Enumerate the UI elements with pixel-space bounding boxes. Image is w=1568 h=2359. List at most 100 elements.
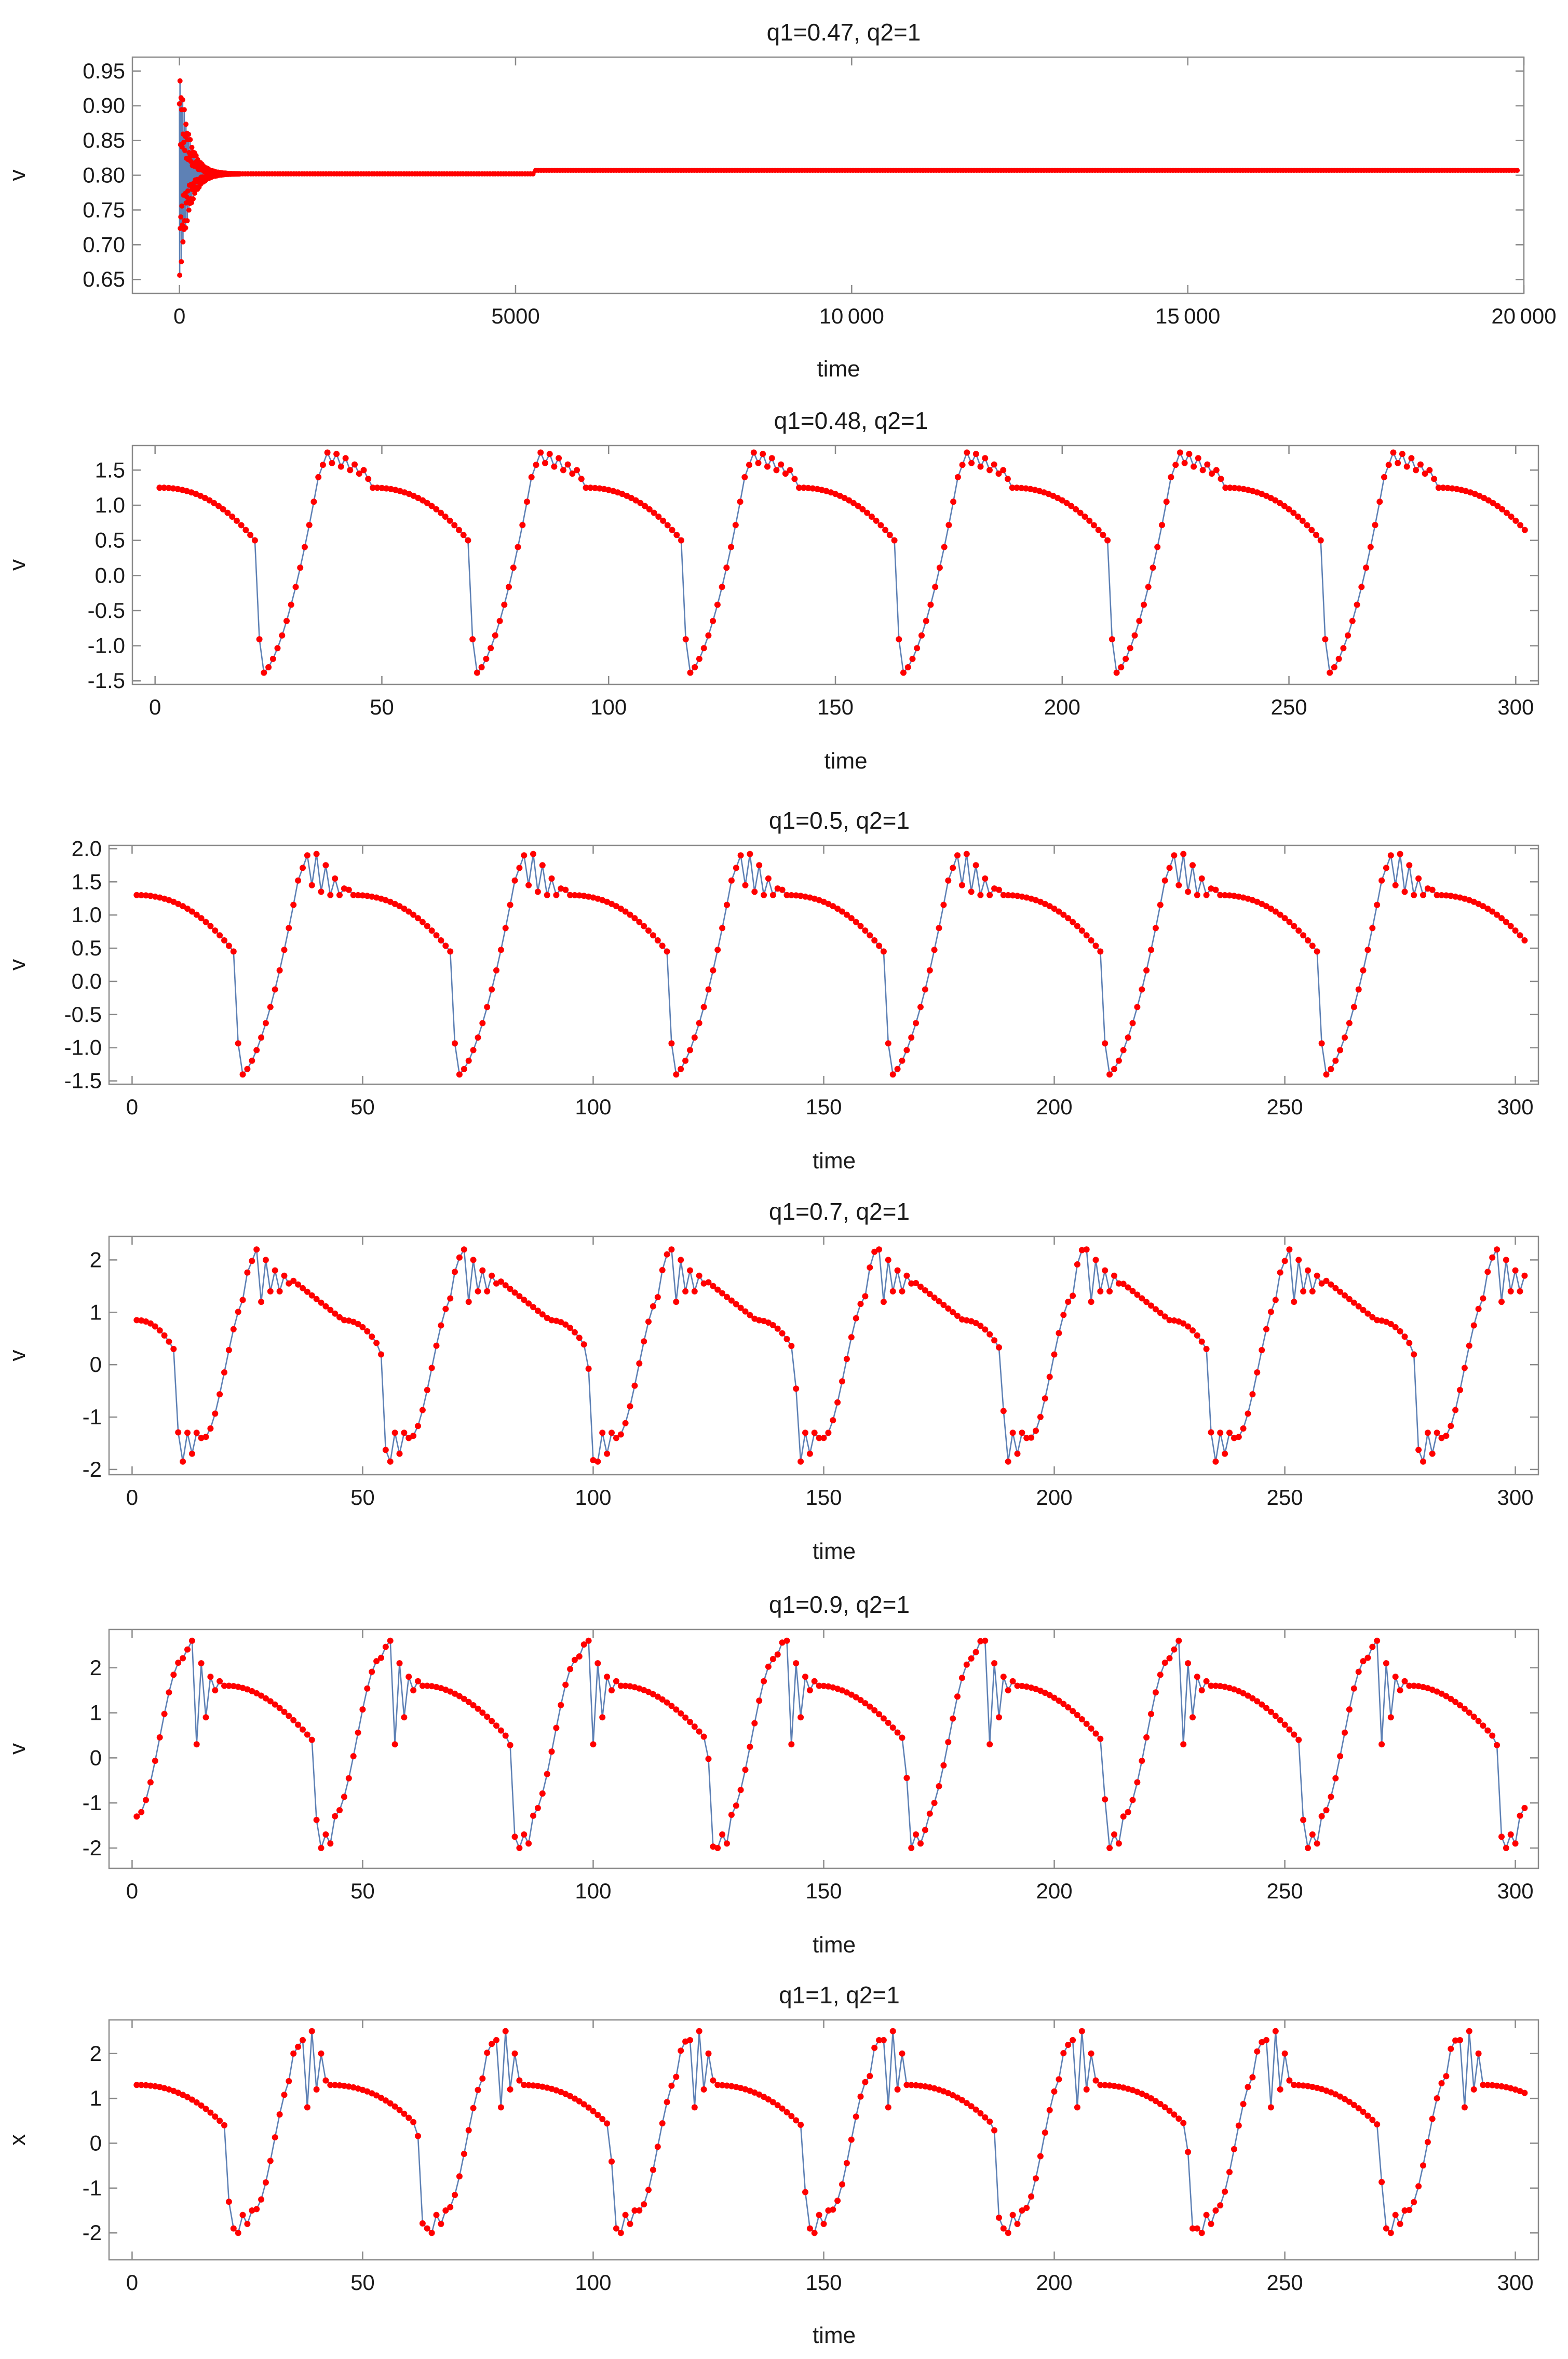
data-point [909,655,916,662]
data-point [212,1687,219,1694]
data-point [571,892,578,898]
data-point [511,1289,518,1296]
data-point [310,498,317,505]
data-point [1171,2111,1178,2118]
data-point [859,506,866,513]
data-point [184,906,191,912]
data-point [1314,948,1320,955]
data-point [1120,1280,1127,1287]
data-point [1397,2220,1403,2227]
data-point [751,1720,758,1727]
data-point [560,467,566,474]
data-point [977,463,984,470]
data-point [982,2114,989,2121]
data-point [1369,2117,1376,2123]
data-point [290,1717,297,1723]
data-point [1300,1288,1307,1295]
y-tick-label: -1 [83,1790,102,1815]
data-point [1189,1714,1196,1721]
data-point [419,1682,426,1689]
data-point [825,900,832,907]
data-point [364,1685,371,1692]
data-point [1267,1708,1274,1715]
data-point [797,893,804,899]
data-point [1097,2082,1104,2088]
data-point [265,664,272,670]
data-point [857,923,864,929]
data-point [187,137,193,142]
y-axis-label: v [5,170,30,181]
data-point [1401,1678,1408,1684]
data-point [350,1753,357,1760]
data-point [1185,1660,1192,1667]
data-point [1381,474,1387,480]
x-tick-label: 10 000 [819,304,884,328]
data-point [687,2037,693,2043]
data-point [1078,1716,1085,1722]
data-point [267,1698,274,1705]
y-tick-label: 2.0 [72,836,102,860]
data-point [622,1420,629,1426]
data-point [1300,2082,1307,2089]
data-point [391,1741,398,1748]
data-point [682,1057,689,1064]
data-point [1168,474,1174,480]
data-point [239,1297,246,1303]
data-point [1203,1345,1210,1352]
data-point [156,484,163,491]
data-point [253,1047,260,1054]
data-point [262,2179,269,2186]
data-point [1521,527,1528,533]
data-point [1175,2115,1182,2122]
data-point [1397,1328,1403,1334]
data-point [802,1674,808,1680]
x-tick-label: 300 [1497,1485,1534,1509]
data-point [1074,1261,1080,1268]
data-point [179,259,184,264]
data-point [700,1733,707,1740]
data-point [805,484,812,491]
data-point [1337,1288,1344,1295]
data-point [290,901,297,908]
y-tick-label: 1 [90,1300,102,1324]
data-point [1392,882,1399,888]
data-point [816,1682,822,1689]
data-point [576,1334,583,1341]
data-point [401,1430,408,1436]
data-point [410,1687,417,1694]
data-point [193,1741,200,1748]
data-point [950,498,957,505]
data-point [1259,1347,1265,1353]
data-point [374,484,381,491]
data-point [756,1697,763,1704]
data-point [143,892,149,899]
data-point [1134,1779,1141,1786]
data-point [926,1291,933,1297]
data-point [1360,967,1367,974]
data-point [292,584,299,590]
data-point [692,664,698,670]
data-point [1327,669,1333,676]
data-point [1088,1299,1094,1305]
data-point [876,1711,883,1718]
data-point [1401,888,1408,895]
data-point [599,1430,606,1436]
data-point [301,544,308,550]
data-point [1134,1004,1141,1010]
data-point [1143,2093,1150,2099]
data-point [1181,460,1188,466]
data-point [958,1675,965,1681]
data-point [1309,2084,1316,2090]
data-point [369,893,375,900]
data-point [1475,2050,1482,2057]
data-point [1397,1687,1403,1694]
data-point [650,1303,656,1310]
data-point [977,1323,984,1329]
data-point [1429,886,1436,893]
data-point [1489,1254,1496,1261]
data-point [1166,2107,1173,2114]
data-point [750,449,757,456]
data-point [516,865,523,871]
x-tick-label: 300 [1497,695,1534,719]
data-point [1019,1430,1025,1436]
